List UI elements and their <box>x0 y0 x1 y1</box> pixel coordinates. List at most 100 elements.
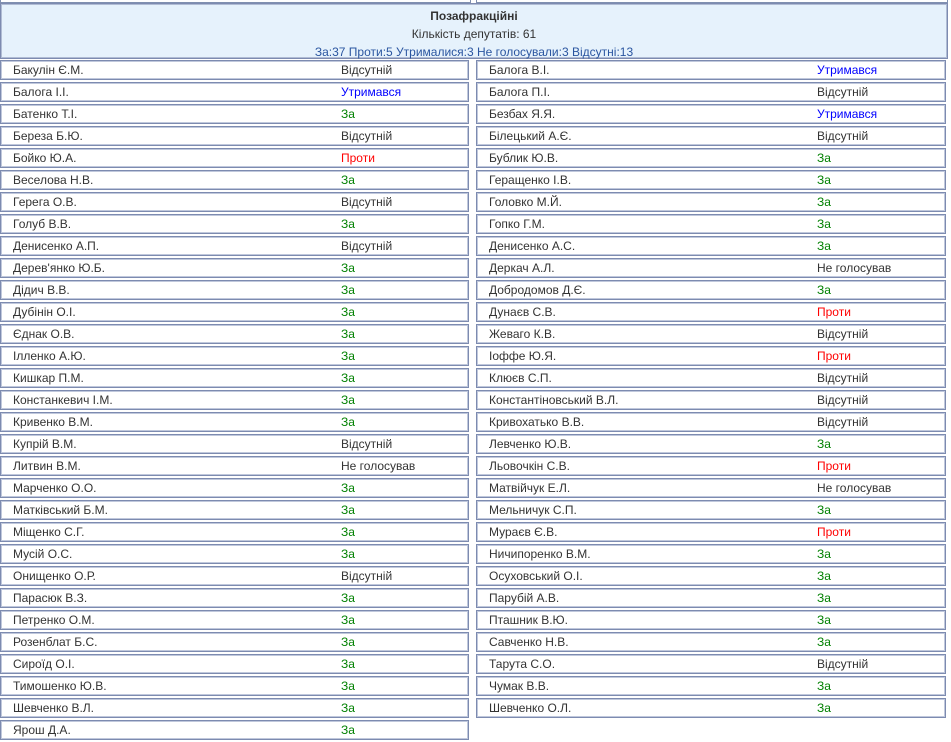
previous-section-bottom-left <box>0 0 471 3</box>
deputy-name: Марченко О.О. <box>13 481 97 495</box>
deputy-row: Головко М.Й. За <box>476 192 946 212</box>
deputy-row: Шевченко В.Л. За <box>0 698 469 718</box>
deputy-row: Савченко Н.В. За <box>476 632 946 652</box>
vote-status: За <box>817 217 831 231</box>
deputy-name: Онищенко О.Р. <box>13 569 96 583</box>
vote-status: За <box>341 503 355 517</box>
vote-status: За <box>817 173 831 187</box>
deputy-row: Констанкевич І.М. За <box>0 390 469 410</box>
deputy-row: Бакулін Є.М. Відсутній <box>0 60 469 80</box>
vote-status: Відсутній <box>817 327 869 341</box>
vote-status: Утримався <box>341 85 402 99</box>
deputy-row: Іоффе Ю.Я. Проти <box>476 346 946 366</box>
deputy-name: Сироїд О.І. <box>13 657 75 671</box>
deputy-row: Ярош Д.А. За <box>0 720 469 740</box>
vote-status: Відсутній <box>817 657 869 671</box>
deputy-row: Бублик Ю.В. За <box>476 148 946 168</box>
vote-status: За <box>817 679 831 693</box>
deputy-row: Льовочкін С.В. Проти <box>476 456 946 476</box>
deputy-name: Мельничук С.П. <box>489 503 577 517</box>
deputy-row: Гопко Г.М. За <box>476 214 946 234</box>
deputy-row: Кривохатько В.В. Відсутній <box>476 412 946 432</box>
vote-status: За <box>817 195 831 209</box>
deputy-name: Кривенко В.М. <box>13 415 93 429</box>
vote-status: За <box>817 569 831 583</box>
deputy-name: Денисенко А.П. <box>13 239 100 253</box>
vote-status: Відсутній <box>341 129 393 143</box>
deputy-name: Тимошенко Ю.В. <box>13 679 107 693</box>
deputy-name: Білецький А.Є. <box>489 129 572 143</box>
deputy-row: Константіновський В.Л. Відсутній <box>476 390 946 410</box>
deputy-row: Левченко Ю.В. За <box>476 434 946 454</box>
deputy-row: Денисенко А.П. Відсутній <box>0 236 469 256</box>
vote-status: Відсутній <box>341 63 393 77</box>
deputy-row: Деркач А.Л. Не голосував <box>476 258 946 278</box>
vote-status: За <box>341 679 355 693</box>
deputies-right-column: Балога В.І. Утримався Балога П.І. Відсутній… <box>476 60 946 720</box>
deputy-name: Парубій А.В. <box>489 591 560 605</box>
deputy-name: Денисенко А.С. <box>489 239 576 253</box>
deputy-row: Мусій О.С. За <box>0 544 469 564</box>
deputy-name: Єднак О.В. <box>13 327 75 341</box>
deputy-row: Ничипоренко В.М. За <box>476 544 946 564</box>
deputy-row: Кривенко В.М. За <box>0 412 469 432</box>
deputy-name: Чумак В.В. <box>489 679 550 693</box>
deputy-row: Мельничук С.П. За <box>476 500 946 520</box>
vote-status: За <box>817 503 831 517</box>
deputy-name: Петренко О.М. <box>13 613 95 627</box>
deputy-name: Ілленко А.Ю. <box>13 349 86 363</box>
deputy-row: Матківський Б.М. За <box>0 500 469 520</box>
deputy-name: Парасюк В.З. <box>13 591 88 605</box>
deputy-name: Клюєв С.П. <box>489 371 552 385</box>
deputy-name: Батенко Т.І. <box>13 107 78 121</box>
deputy-name: Пташник В.Ю. <box>489 613 568 627</box>
deputy-row: Міщенко С.Г. За <box>0 522 469 542</box>
deputy-row: Денисенко А.С. За <box>476 236 946 256</box>
deputy-row: Сироїд О.І. За <box>0 654 469 674</box>
deputy-row: Балога В.І. Утримався <box>476 60 946 80</box>
deputy-name: Іоффе Ю.Я. <box>489 349 557 363</box>
vote-status: За <box>341 481 355 495</box>
deputy-row: Голуб В.В. За <box>0 214 469 234</box>
vote-status: Відсутній <box>817 415 869 429</box>
vote-status: Проти <box>817 525 851 539</box>
deputy-name: Дунаєв С.В. <box>489 305 556 319</box>
deputy-name: Береза Б.Ю. <box>13 129 83 143</box>
vote-status: За <box>341 107 355 121</box>
deputy-name: Левченко Ю.В. <box>489 437 572 451</box>
deputy-row: Розенблат Б.С. За <box>0 632 469 652</box>
deputy-row: Добродомов Д.Є. За <box>476 280 946 300</box>
deputy-name: Балога І.І. <box>13 85 69 99</box>
deputy-row: Дубінін О.І. За <box>0 302 469 322</box>
deputy-name: Констанкевич І.М. <box>13 393 113 407</box>
deputy-row: Єднак О.В. За <box>0 324 469 344</box>
deputy-row: Батенко Т.І. За <box>0 104 469 124</box>
vote-status: За <box>817 437 831 451</box>
deputy-name: Дідич В.В. <box>13 283 70 297</box>
vote-status: За <box>341 525 355 539</box>
vote-status: За <box>341 415 355 429</box>
previous-section-bottom-right <box>476 0 948 3</box>
vote-status: За <box>341 591 355 605</box>
vote-status: Утримався <box>817 107 878 121</box>
deputy-name: Купрій В.М. <box>13 437 77 451</box>
deputy-name: Жеваго К.В. <box>489 327 556 341</box>
deputy-name: Шевченко В.Л. <box>13 701 94 715</box>
deputy-row: Безбах Я.Я. Утримався <box>476 104 946 124</box>
deputy-name: Ярош Д.А. <box>13 723 71 737</box>
deputy-row: Дідич В.В. За <box>0 280 469 300</box>
vote-status: За <box>341 261 355 275</box>
faction-header: Позафракційні Кількість депутатів: 61 За… <box>0 3 948 59</box>
deputy-name: Кривохатько В.В. <box>489 415 585 429</box>
deputy-name: Матківський Б.М. <box>13 503 108 517</box>
deputy-name: Балога В.І. <box>489 63 550 77</box>
vote-status: За <box>341 393 355 407</box>
deputy-row: Геращенко І.В. За <box>476 170 946 190</box>
deputy-row: Осуховський О.І. За <box>476 566 946 586</box>
deputy-row: Тарута С.О. Відсутній <box>476 654 946 674</box>
vote-status: За <box>341 173 355 187</box>
vote-status: Відсутній <box>817 129 869 143</box>
deputy-name: Балога П.І. <box>489 85 551 99</box>
deputy-name: Шевченко О.Л. <box>489 701 572 715</box>
deputy-row: Бойко Ю.А. Проти <box>0 148 469 168</box>
